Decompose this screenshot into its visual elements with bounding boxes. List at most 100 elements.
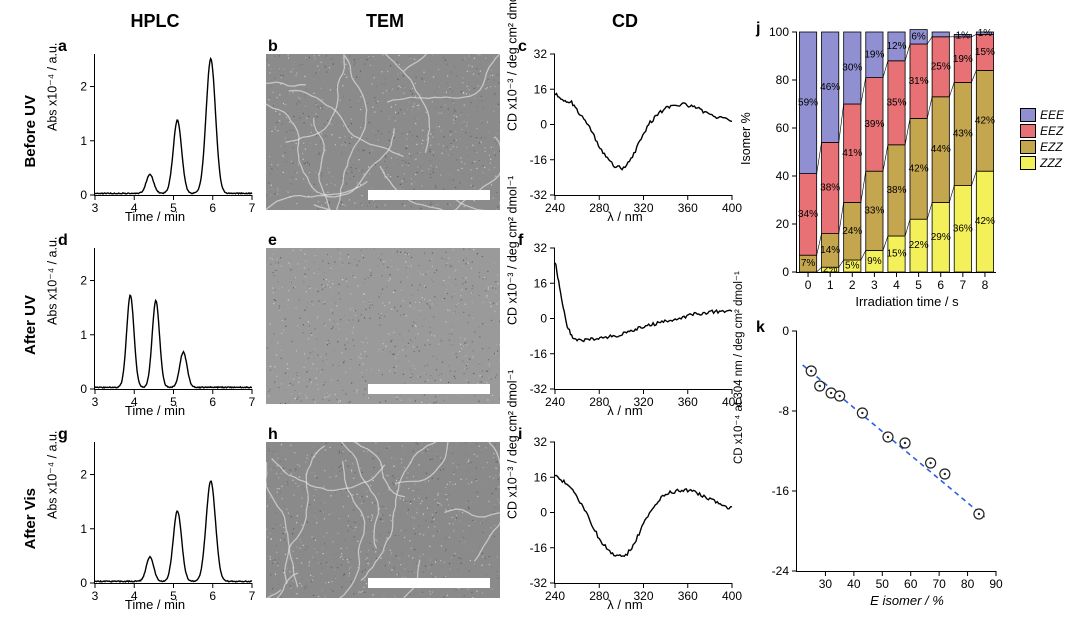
panel-d: d34567012Time / minAbs x10⁻⁴ / a.u.: [50, 230, 260, 420]
panel-letter-k: k: [756, 319, 765, 337]
svg-text:5%: 5%: [845, 261, 860, 272]
svg-text:60: 60: [904, 577, 918, 591]
svg-text:36%: 36%: [953, 223, 973, 234]
panel-letter-d: d: [58, 232, 68, 250]
svg-text:9%: 9%: [867, 256, 882, 267]
legend-item-EEE: EEE: [1020, 108, 1064, 122]
panel-k: k 30405060708090-24-16-80 E isomer / % C…: [748, 317, 1066, 610]
svg-text:6: 6: [209, 589, 216, 603]
svg-text:0: 0: [80, 576, 87, 590]
svg-text:41%: 41%: [842, 148, 862, 159]
svg-text:3: 3: [92, 201, 99, 215]
svg-text:-32: -32: [530, 188, 548, 202]
svg-text:-32: -32: [530, 576, 548, 590]
svg-text:29%: 29%: [931, 232, 951, 243]
ylabel-j: Isomer %: [739, 112, 753, 165]
panel-e: e: [260, 230, 510, 420]
row-label-1: After UV: [22, 295, 39, 355]
svg-text:19%: 19%: [953, 54, 973, 65]
panel-a: a34567012Time / minAbs x10⁻⁴ / a.u.: [50, 36, 260, 226]
svg-text:30: 30: [819, 577, 833, 591]
panel-g: g34567012Time / minAbs x10⁻⁴ / a.u.: [50, 424, 260, 614]
svg-text:19%: 19%: [864, 49, 884, 60]
svg-text:0: 0: [540, 118, 547, 132]
svg-text:42%: 42%: [975, 216, 995, 227]
panel-j: j 0123456780204060801007%34%59%2%14%38%4…: [748, 18, 1066, 311]
svg-text:7: 7: [959, 278, 966, 292]
panel-f: f240280320360400-32-1601632λ / nmCD x10⁻…: [510, 230, 740, 420]
svg-text:80: 80: [776, 73, 790, 87]
ylabel-f: CD x10⁻³ / deg cm² dmol⁻¹: [505, 176, 520, 325]
svg-text:0: 0: [540, 506, 547, 520]
svg-text:30%: 30%: [842, 63, 862, 74]
svg-text:15%: 15%: [975, 47, 995, 58]
xlabel-k: E isomer / %: [870, 593, 944, 608]
legend-j: EEE EEZ EZZ ZZZ: [1020, 108, 1064, 172]
svg-text:3: 3: [871, 278, 878, 292]
svg-text:0: 0: [80, 382, 87, 396]
svg-text:40: 40: [847, 577, 861, 591]
row-label-2: After Vis: [22, 488, 39, 549]
panel-i: i240280320360400-32-1601632λ / nmCD x10⁻…: [510, 424, 740, 614]
svg-text:20: 20: [776, 217, 790, 231]
col-title-tem: TEM: [260, 11, 510, 32]
svg-text:7: 7: [249, 201, 256, 215]
svg-text:360: 360: [678, 201, 698, 215]
svg-text:3: 3: [92, 589, 99, 603]
legend-item-ZZZ: ZZZ: [1020, 156, 1064, 170]
scalebar-e: [368, 384, 490, 394]
svg-text:70: 70: [932, 577, 946, 591]
svg-text:16: 16: [534, 82, 548, 96]
svg-text:1%: 1%: [978, 28, 993, 39]
svg-text:0: 0: [782, 324, 789, 338]
svg-text:0: 0: [805, 278, 812, 292]
svg-text:1: 1: [80, 522, 87, 536]
svg-text:7: 7: [249, 589, 256, 603]
svg-text:6: 6: [209, 201, 216, 215]
panel-c: c240280320360400-32-1601632λ / nmCD x10⁻…: [510, 36, 740, 226]
legend-item-EZZ: EZZ: [1020, 140, 1064, 154]
svg-text:6: 6: [209, 395, 216, 409]
panel-letter-j: j: [756, 20, 760, 38]
svg-text:16: 16: [534, 470, 548, 484]
svg-text:25%: 25%: [931, 61, 951, 72]
svg-text:38%: 38%: [820, 183, 840, 194]
ylabel-k: CD x10⁻⁴ at 304 nm / deg cm² dmol⁻¹: [731, 271, 745, 464]
panel-letter-h: h: [268, 426, 278, 444]
svg-text:38%: 38%: [886, 185, 906, 196]
svg-text:-16: -16: [772, 484, 790, 498]
svg-text:1%: 1%: [956, 30, 971, 41]
panel-b: b: [260, 36, 510, 226]
svg-text:-16: -16: [530, 541, 548, 555]
svg-text:8: 8: [982, 278, 989, 292]
svg-text:32: 32: [534, 435, 548, 449]
svg-text:35%: 35%: [886, 97, 906, 108]
svg-text:7%: 7%: [801, 258, 816, 269]
xlabel-d: Time / min: [125, 403, 185, 418]
xlabel-i: λ / nm: [607, 597, 642, 612]
svg-text:3: 3: [92, 395, 99, 409]
svg-text:7: 7: [249, 395, 256, 409]
svg-text:360: 360: [678, 395, 698, 409]
svg-text:0: 0: [782, 265, 789, 279]
svg-text:43%: 43%: [953, 129, 973, 140]
scalebar-b: [368, 190, 490, 200]
svg-text:32: 32: [534, 241, 548, 255]
svg-text:-24: -24: [772, 564, 790, 578]
svg-text:12%: 12%: [886, 41, 906, 52]
xlabel-c: λ / nm: [607, 209, 642, 224]
legend-item-EEZ: EEZ: [1020, 124, 1064, 138]
svg-text:59%: 59%: [798, 97, 818, 108]
row-label-0: Before UV: [22, 95, 39, 168]
svg-text:44%: 44%: [931, 144, 951, 155]
panel-letter-e: e: [268, 232, 277, 250]
svg-text:400: 400: [722, 589, 742, 603]
panel-letter-b: b: [268, 38, 278, 56]
svg-text:14%: 14%: [820, 245, 840, 256]
svg-text:2: 2: [80, 468, 87, 482]
col-title-cd: CD: [510, 11, 740, 32]
svg-text:-32: -32: [530, 382, 548, 396]
svg-text:-16: -16: [530, 153, 548, 167]
svg-text:6: 6: [937, 278, 944, 292]
svg-text:6%: 6%: [911, 31, 926, 42]
